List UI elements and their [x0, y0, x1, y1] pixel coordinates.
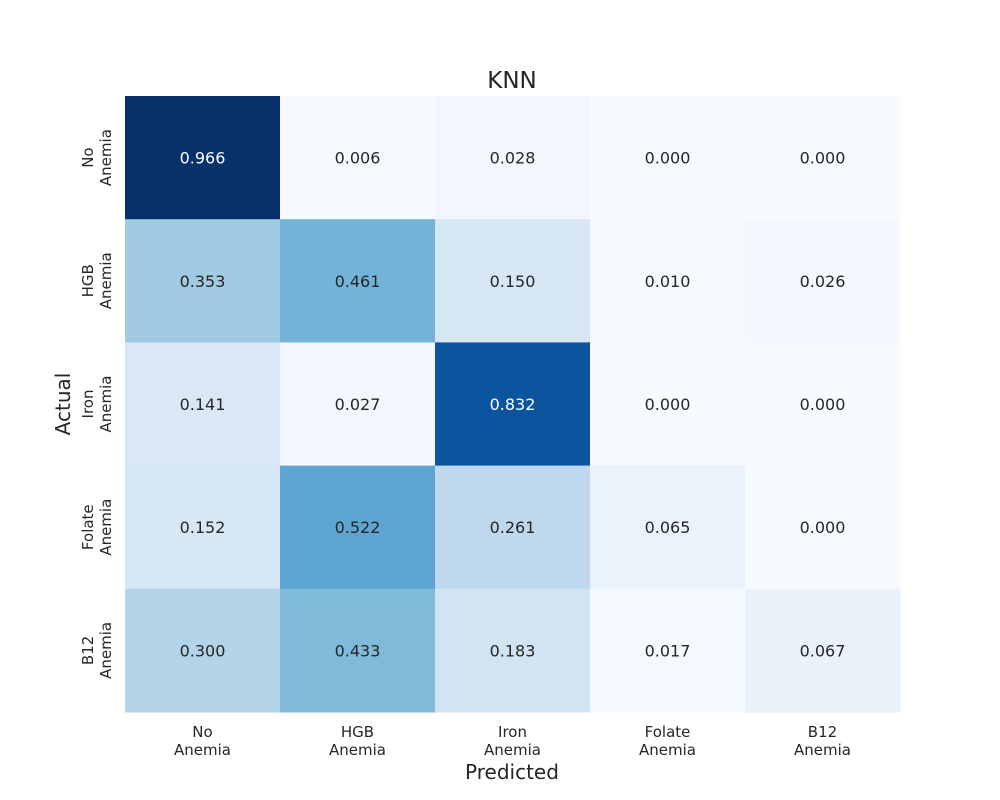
heatmap-cell: [590, 588, 746, 713]
heatmap-cell: [590, 465, 746, 590]
y-tick-label: B12Anemia: [79, 622, 115, 679]
cell-value-label: 0.017: [645, 641, 691, 660]
y-tick-label: HGBAnemia: [79, 252, 115, 309]
heatmap-cell: [590, 96, 746, 220]
cell-value-label: 0.150: [490, 272, 536, 291]
cell-value-label: 0.433: [335, 641, 381, 660]
cell-value-label: 0.461: [335, 272, 381, 291]
cell-value-label: 0.028: [490, 149, 536, 168]
cell-value-label: 0.067: [800, 641, 846, 660]
heatmap-cell: [125, 96, 281, 220]
cell-value-label: 0.832: [490, 395, 536, 414]
cell-value-label: 0.522: [335, 518, 381, 537]
heatmap-cell: [280, 342, 436, 467]
cell-value-label: 0.006: [335, 149, 381, 168]
cell-value-label: 0.000: [645, 149, 691, 168]
heatmap-cell: [435, 96, 591, 220]
y-tick-label: NoAnemia: [79, 129, 115, 186]
cell-value-label: 0.000: [800, 395, 846, 414]
heatmap-cell: [745, 342, 901, 467]
x-tick-label: Folate Anemia: [639, 723, 696, 759]
heatmap-cell: [280, 465, 436, 590]
heatmap-cell: [745, 96, 901, 220]
heatmap-cell: [435, 465, 591, 590]
heatmap-cell: [280, 588, 436, 713]
y-tick-label: FolateAnemia: [79, 499, 115, 556]
x-axis-label: Predicted: [465, 760, 559, 784]
cell-value-label: 0.010: [645, 272, 691, 291]
heatmap-cell: [435, 588, 591, 713]
heatmap-cell: [125, 219, 281, 343]
y-axis-label: Actual: [51, 373, 75, 436]
y-tick-label: IronAnemia: [79, 376, 115, 433]
heatmap-cell: [745, 219, 901, 343]
x-tick-label: HGB Anemia: [329, 723, 386, 759]
heatmap-cells: 0.966 0.006 0.028 0.000 0.000 0.353 0.461 0.150…: [125, 96, 901, 713]
cell-value-label: 0.000: [800, 149, 846, 168]
heatmap-cell: [590, 342, 746, 467]
cell-value-label: 0.353: [180, 272, 226, 291]
cell-value-label: 0.152: [180, 518, 226, 537]
x-tick-label: B12 Anemia: [794, 723, 851, 759]
chart-title: KNN: [487, 68, 537, 94]
heatmap-cell: [435, 219, 591, 343]
x-tick-label: No Anemia: [174, 723, 231, 759]
heatmap-cell: [125, 342, 281, 467]
heatmap-cell: [280, 219, 436, 343]
cell-value-label: 0.027: [335, 395, 381, 414]
heatmap-cell: [745, 588, 901, 713]
x-tick-labels: No Anemia HGB Anemia Iron Anemia Folate Anemia B…: [174, 723, 851, 759]
cell-value-label: 0.966: [180, 149, 226, 168]
cell-value-label: 0.141: [180, 395, 226, 414]
cell-value-label: 0.000: [645, 395, 691, 414]
heatmap-cell: [280, 96, 436, 220]
heatmap-cell: [745, 465, 901, 590]
cell-value-label: 0.026: [800, 272, 846, 291]
heatmap-cell: [435, 342, 591, 467]
x-tick-label: Iron Anemia: [484, 723, 541, 759]
cell-value-label: 0.000: [800, 518, 846, 537]
heatmap-cell: [590, 219, 746, 343]
cell-value-label: 0.183: [490, 641, 536, 660]
y-tick-labels: NoAnemia HGBAnemia IronAnemia FolateAnemia B…: [79, 129, 115, 679]
cell-value-label: 0.065: [645, 518, 691, 537]
cell-value-label: 0.261: [490, 518, 536, 537]
cell-value-label: 0.300: [180, 641, 226, 660]
heatmap-cell: [125, 588, 281, 713]
heatmap-cell: [125, 465, 281, 590]
